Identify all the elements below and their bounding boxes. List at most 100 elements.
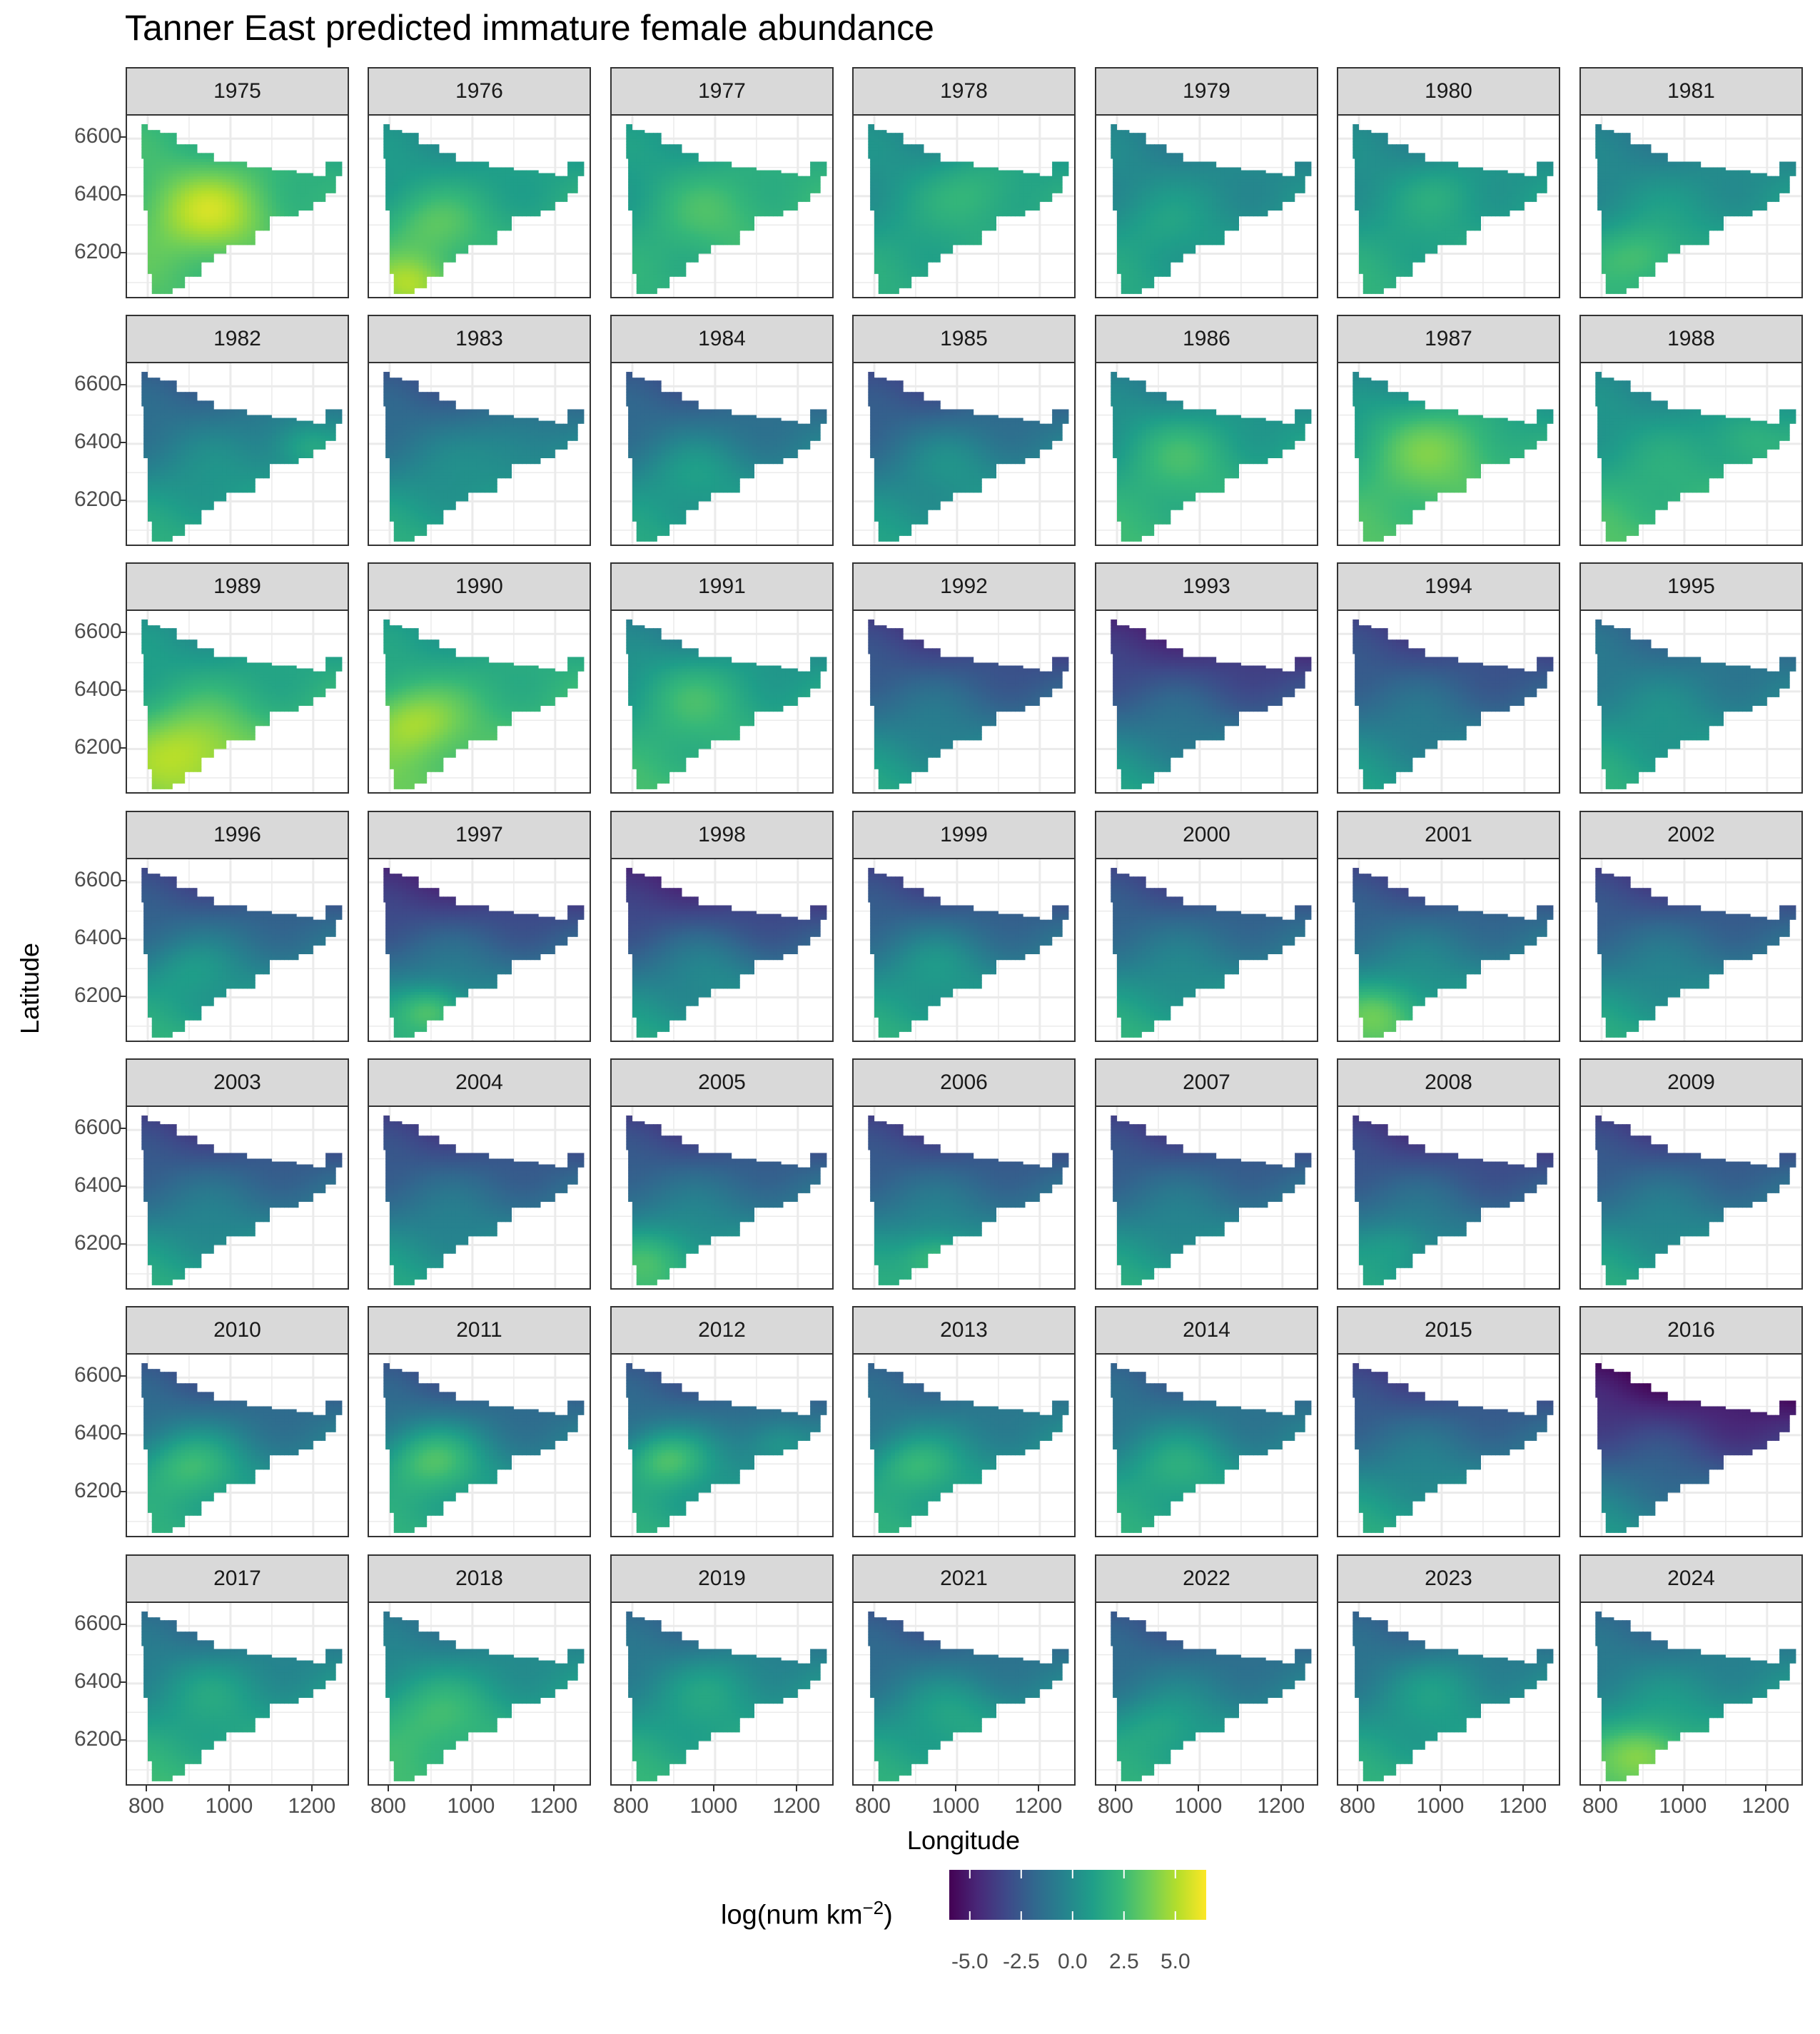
heatmap-cell — [435, 176, 440, 180]
heatmap-cell — [477, 191, 481, 194]
heatmap-cell — [160, 257, 164, 260]
heatmap-cell — [218, 233, 223, 237]
heatmap-cell — [156, 263, 161, 266]
heatmap-cell — [485, 165, 489, 168]
heatmap-cell — [210, 225, 214, 228]
heatmap-cell — [272, 144, 276, 148]
heatmap-cell — [168, 196, 173, 200]
heatmap-cell — [193, 242, 198, 246]
heatmap-cell — [181, 263, 185, 266]
heatmap-cell — [427, 222, 431, 226]
heatmap-cell — [256, 260, 260, 263]
heatmap-cell — [297, 179, 301, 183]
heatmap-cell — [402, 133, 406, 136]
heatmap-cell — [263, 239, 268, 243]
heatmap-cell — [334, 162, 338, 166]
heatmap-cell — [464, 147, 468, 151]
heatmap-cell — [443, 248, 448, 251]
facet-heatmap-1975 — [127, 116, 349, 298]
heatmap-cell — [472, 191, 477, 194]
heatmap-cell — [189, 144, 193, 148]
heatmap-cell — [210, 156, 214, 159]
heatmap-cell — [342, 162, 346, 166]
heatmap-cell — [419, 150, 423, 153]
heatmap-cell — [293, 133, 297, 136]
heatmap-cell — [263, 185, 268, 188]
heatmap-cell — [313, 193, 318, 197]
heatmap-cell — [251, 236, 256, 240]
heatmap-cell — [452, 130, 456, 133]
heatmap-cell — [173, 245, 177, 248]
heatmap-cell — [156, 260, 161, 263]
heatmap-cell — [276, 219, 280, 223]
heatmap-cell — [284, 211, 288, 214]
heatmap-cell — [300, 271, 305, 275]
heatmap-cell — [185, 202, 189, 206]
heatmap-cell — [338, 202, 343, 206]
heatmap-cell — [505, 228, 510, 231]
heatmap-cell — [464, 121, 468, 125]
heatmap-cell — [268, 208, 272, 211]
heatmap-cell — [485, 168, 489, 171]
heatmap-cell — [272, 208, 276, 211]
heatmap-cell — [288, 211, 293, 214]
heatmap-cell — [402, 245, 406, 248]
heatmap-cell — [293, 274, 297, 278]
heatmap-cell — [338, 185, 343, 188]
heatmap-cell — [139, 233, 143, 237]
heatmap-cell — [300, 156, 305, 159]
heatmap-cell — [210, 291, 214, 295]
heatmap-cell — [181, 133, 185, 136]
heatmap-cell — [489, 288, 493, 292]
heatmap-cell — [156, 285, 161, 289]
heatmap-cell — [456, 268, 460, 272]
heatmap-cell — [385, 185, 390, 188]
heatmap-cell — [505, 211, 510, 214]
heatmap-cell — [276, 144, 280, 148]
heatmap-cell — [385, 182, 390, 186]
heatmap-cell — [181, 268, 185, 272]
heatmap-cell — [288, 202, 293, 206]
heatmap-cell — [394, 121, 398, 125]
heatmap-cell — [168, 133, 173, 136]
heatmap-cell — [464, 182, 468, 186]
heatmap-cell — [381, 176, 385, 180]
heatmap-cell — [481, 144, 485, 148]
heatmap-cell — [381, 211, 385, 214]
heatmap-cell — [502, 239, 506, 243]
heatmap-cell — [263, 162, 268, 166]
heatmap-cell — [251, 202, 256, 206]
heatmap-cell — [381, 233, 385, 237]
heatmap-cell — [210, 188, 214, 191]
heatmap-cell — [206, 274, 210, 278]
heatmap-cell — [321, 242, 325, 246]
heatmap-cell — [385, 176, 390, 180]
heatmap-cell — [164, 231, 168, 234]
heatmap-cell — [222, 121, 226, 125]
heatmap-cell — [427, 245, 431, 248]
heatmap-cell — [189, 127, 193, 131]
heatmap-cell — [231, 185, 235, 188]
heatmap-cell — [189, 193, 193, 197]
heatmap-cell — [206, 168, 210, 171]
heatmap-cell — [231, 242, 235, 246]
heatmap-cell — [201, 182, 206, 186]
heatmap-cell — [431, 147, 435, 151]
heatmap-cell — [156, 179, 161, 183]
heatmap-cell — [338, 291, 343, 295]
heatmap-cell — [173, 176, 177, 180]
heatmap-cell — [293, 277, 297, 280]
heatmap-cell — [502, 257, 506, 260]
heatmap-cell — [431, 150, 435, 153]
heatmap-cell — [300, 260, 305, 263]
heatmap-cell — [139, 242, 143, 246]
heatmap-cell — [460, 159, 465, 163]
heatmap-cell — [247, 168, 251, 171]
heatmap-cell — [156, 231, 161, 234]
heatmap-cell — [431, 208, 435, 211]
heatmap-cell — [402, 222, 406, 226]
heatmap-cell — [173, 211, 177, 214]
heatmap-cell — [288, 188, 293, 191]
heatmap-cell — [497, 144, 502, 148]
heatmap-cell — [168, 265, 173, 269]
